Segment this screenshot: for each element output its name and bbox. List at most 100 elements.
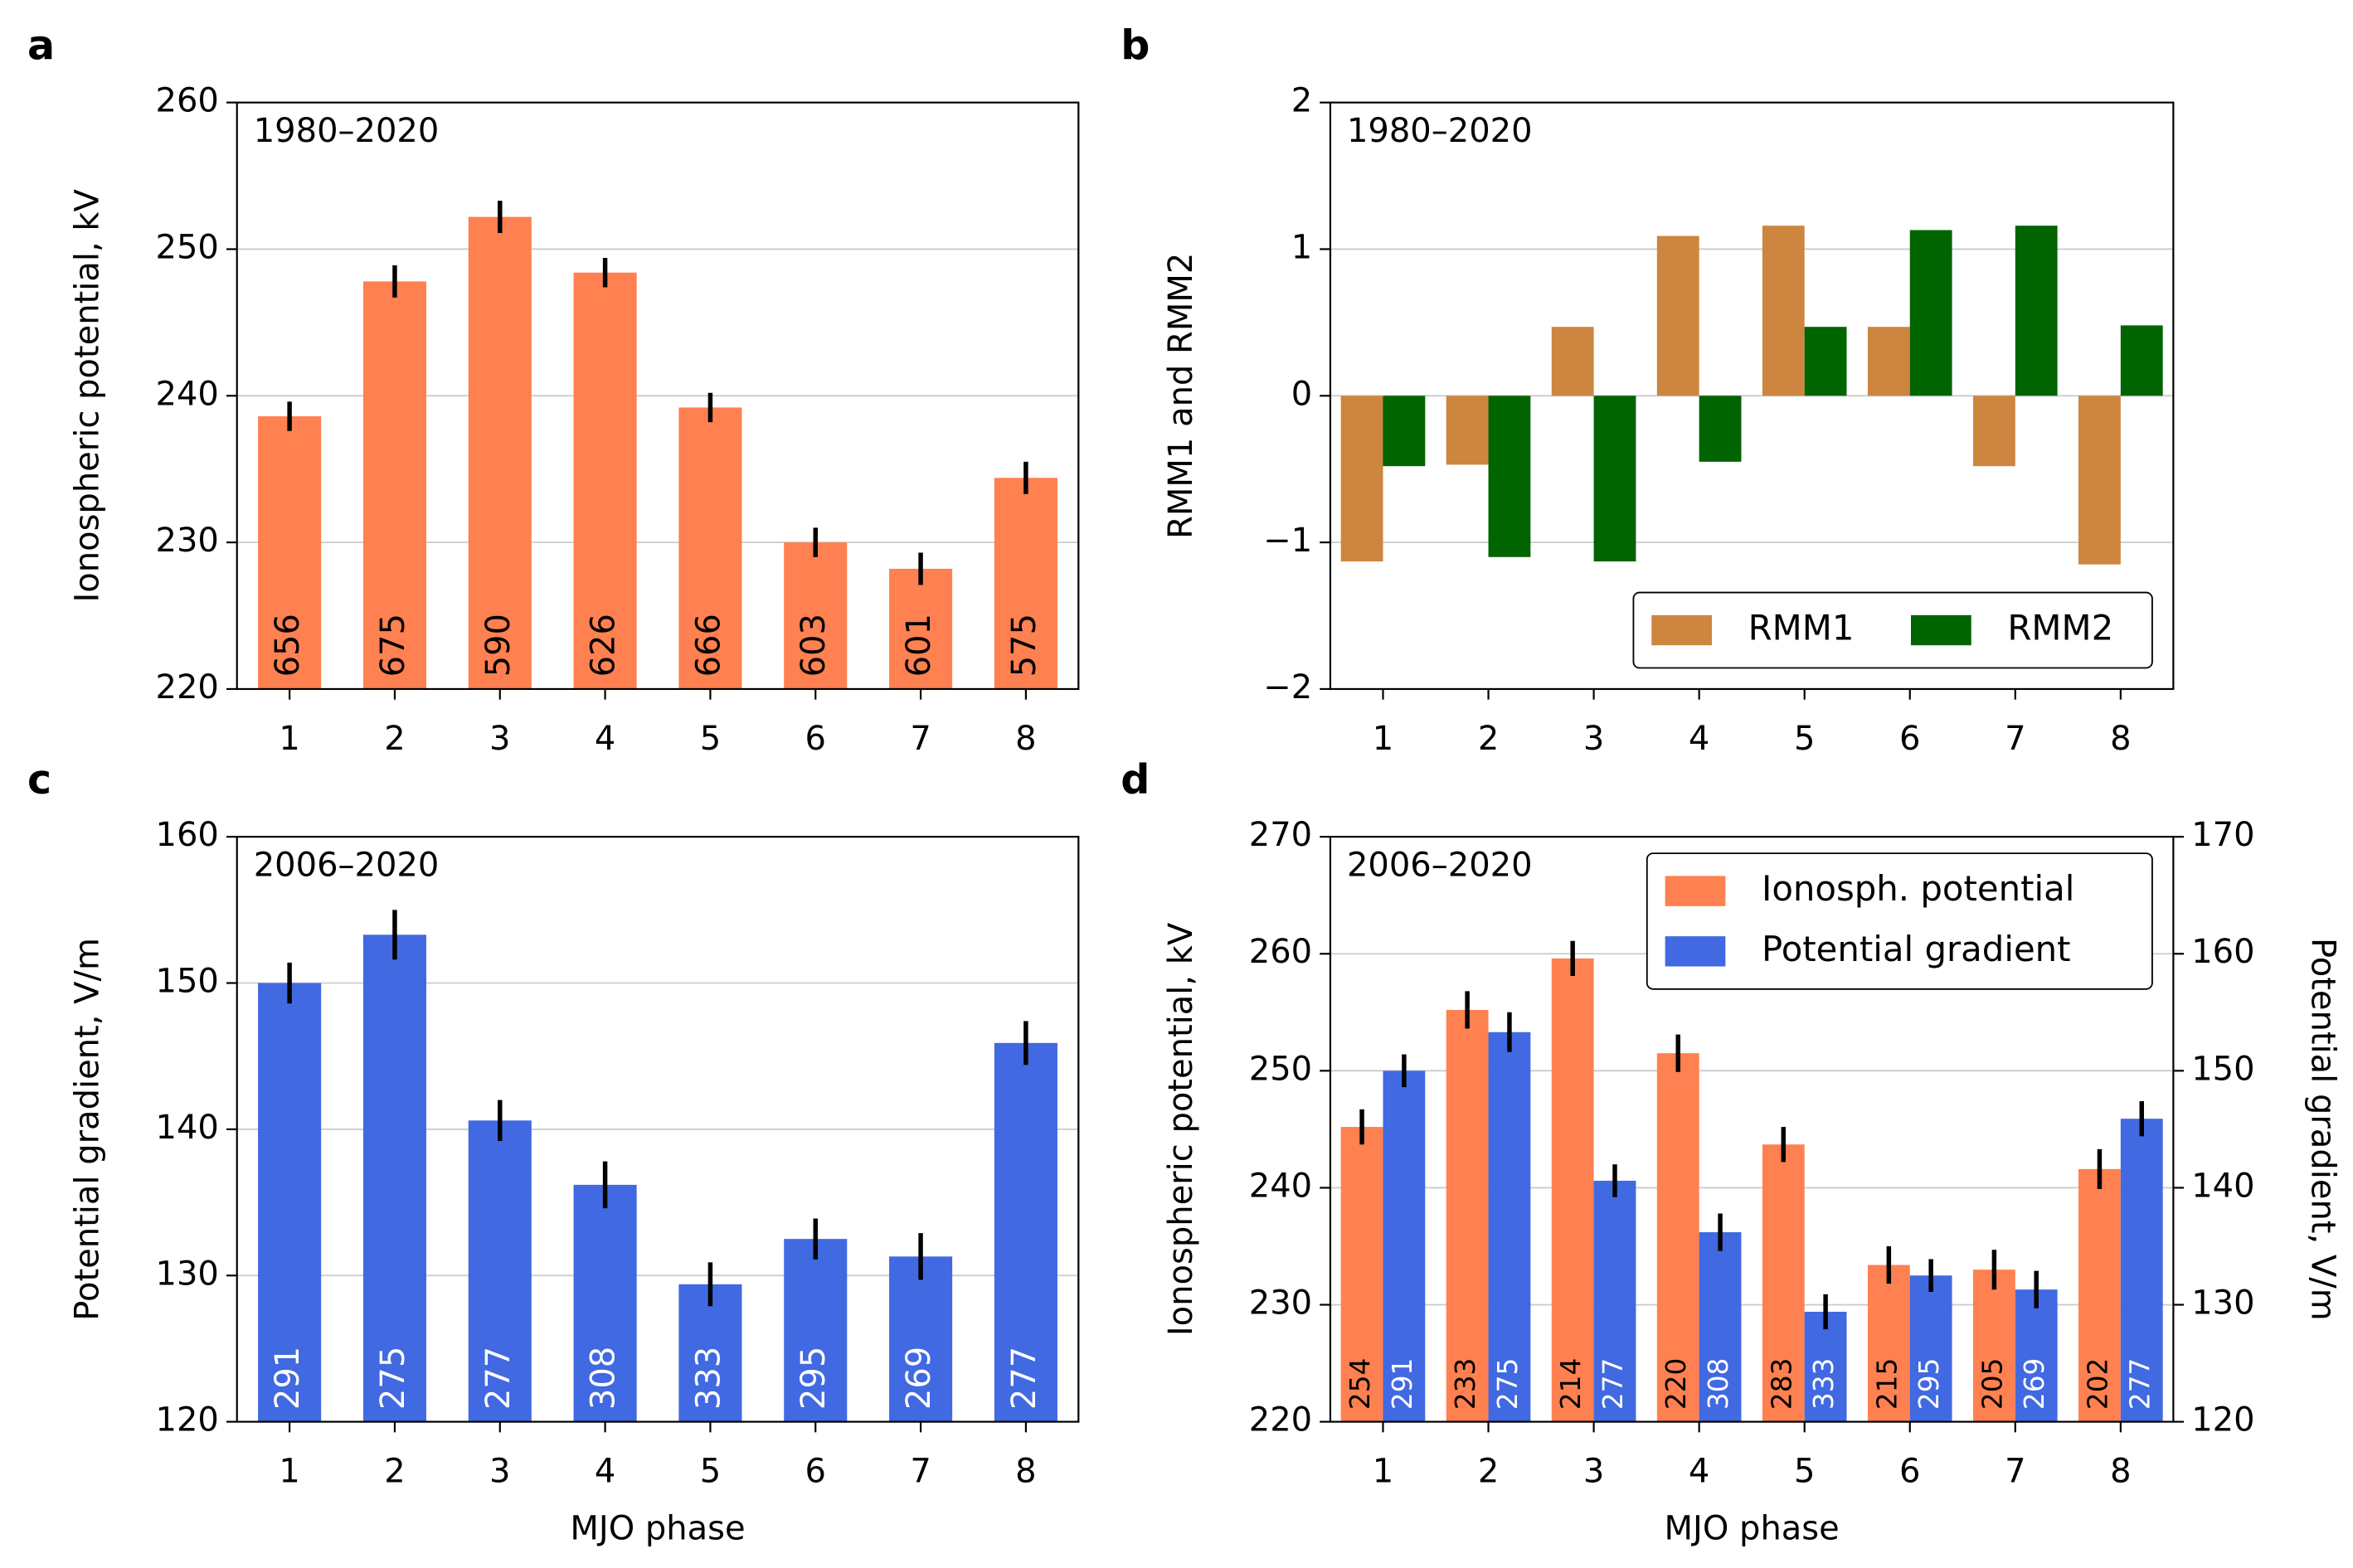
bar <box>573 272 637 689</box>
y2-tick-label: 150 <box>2191 1050 2254 1088</box>
bar <box>1804 327 1847 396</box>
count-label: 295 <box>1913 1358 1945 1410</box>
y2-tick-label: 160 <box>2191 933 2254 971</box>
bar <box>468 1120 532 1422</box>
bar <box>1867 327 1910 396</box>
y-tick-label: 250 <box>156 228 219 266</box>
bar <box>1762 226 1805 396</box>
y-tick-label: 240 <box>1249 1167 1312 1205</box>
count-label: 675 <box>374 614 412 677</box>
panel-letter: a <box>27 22 55 70</box>
x-tick-label: 4 <box>1689 1452 1709 1490</box>
count-label: 333 <box>689 1347 727 1410</box>
panel-letter: d <box>1121 755 1150 803</box>
count-label: 666 <box>689 614 727 677</box>
bar <box>678 407 742 689</box>
count-label: 291 <box>269 1347 307 1410</box>
count-label: 308 <box>1703 1358 1734 1410</box>
count-label: 277 <box>479 1347 518 1410</box>
x-tick-label: 7 <box>2005 1452 2025 1490</box>
y2-tick-label: 120 <box>2191 1401 2254 1439</box>
bar <box>1762 1144 1805 1422</box>
count-label: 277 <box>2124 1358 2156 1410</box>
count-label: 220 <box>1660 1358 1692 1410</box>
count-label: 575 <box>1005 614 1043 677</box>
count-label: 277 <box>1005 1347 1043 1410</box>
bar <box>1340 1127 1383 1422</box>
bar <box>362 934 427 1422</box>
x-tick-label: 7 <box>910 720 931 758</box>
count-label: 308 <box>585 1347 623 1410</box>
y-tick-label: 260 <box>1249 933 1312 971</box>
x-tick-label: 6 <box>805 720 826 758</box>
x-tick-label: 1 <box>1373 720 1393 758</box>
x-tick-label: 2 <box>1478 1452 1499 1490</box>
bar <box>678 1284 742 1422</box>
bar <box>1909 230 1952 396</box>
bar <box>1551 327 1594 396</box>
y-tick-label: 150 <box>156 963 219 1001</box>
count-label: 283 <box>1766 1358 1797 1410</box>
count-label: 254 <box>1344 1358 1376 1410</box>
y-tick-label: 160 <box>156 816 219 854</box>
bar <box>1383 1070 1426 1422</box>
count-label: 275 <box>1492 1358 1524 1410</box>
bar <box>1972 396 2015 467</box>
bar <box>784 542 848 689</box>
x-tick-label: 8 <box>1015 1452 1036 1490</box>
y-tick-label: 140 <box>156 1109 219 1147</box>
y2-tick-label: 140 <box>2191 1167 2254 1205</box>
x-tick-label: 1 <box>1373 1452 1393 1490</box>
x-tick-label: 5 <box>1794 1452 1815 1490</box>
y-tick-label: 220 <box>156 668 219 706</box>
x-tick-label: 2 <box>384 720 405 758</box>
x-tick-label: 3 <box>1583 720 1604 758</box>
count-label: 202 <box>2082 1358 2113 1410</box>
bar <box>889 1256 953 1422</box>
x-tick-label: 7 <box>2005 720 2025 758</box>
x-tick-label: 6 <box>1899 720 1920 758</box>
count-label: 333 <box>1808 1358 1840 1410</box>
count-label: 233 <box>1450 1358 1481 1410</box>
y-tick-label: 120 <box>156 1401 219 1439</box>
y-tick-label: 240 <box>156 375 219 413</box>
y-tick-label: −2 <box>1263 668 1312 706</box>
bar <box>1488 1032 1531 1422</box>
x-tick-label: 6 <box>1899 1452 1920 1490</box>
x-tick-label: 1 <box>279 720 299 758</box>
axes-frame <box>1329 836 2175 1423</box>
x-tick-label: 2 <box>1478 720 1499 758</box>
y-axis-label: Potential gradient, V/m <box>69 938 107 1321</box>
legend-label: RMM2 <box>2007 608 2113 648</box>
bar <box>1488 396 1531 557</box>
bar <box>573 1184 637 1422</box>
count-label: 626 <box>585 614 623 677</box>
y-tick-label: 230 <box>1249 1284 1312 1323</box>
bar <box>1340 396 1383 562</box>
x-axis-label: MJO phase <box>570 1510 745 1548</box>
count-label: 277 <box>1597 1358 1629 1410</box>
count-label: 269 <box>900 1347 938 1410</box>
bar <box>258 416 322 689</box>
count-label: 205 <box>1976 1358 2008 1410</box>
bar <box>1551 958 1594 1422</box>
legend-box <box>1646 852 2153 990</box>
y-axis-label: Ionospheric potential, kV <box>69 188 107 602</box>
x-tick-label: 4 <box>595 720 615 758</box>
x-tick-label: 1 <box>279 1452 299 1490</box>
legend-label: Ionosph. potential <box>1762 868 2074 909</box>
annotation: 1980–2020 <box>1347 112 1533 150</box>
y-tick-label: 220 <box>1249 1401 1312 1439</box>
y-tick-label: 130 <box>156 1255 219 1293</box>
bar <box>468 216 532 689</box>
bar <box>994 1042 1057 1422</box>
x-tick-label: 6 <box>805 1452 826 1490</box>
x-tick-label: 5 <box>1794 720 1815 758</box>
legend-swatch <box>1665 936 1726 967</box>
bar <box>1593 396 1636 562</box>
count-label: 214 <box>1555 1358 1587 1410</box>
bar <box>994 478 1057 689</box>
bar <box>2120 325 2163 396</box>
y2-axis-label: Potential gradient, V/m <box>2304 938 2342 1321</box>
